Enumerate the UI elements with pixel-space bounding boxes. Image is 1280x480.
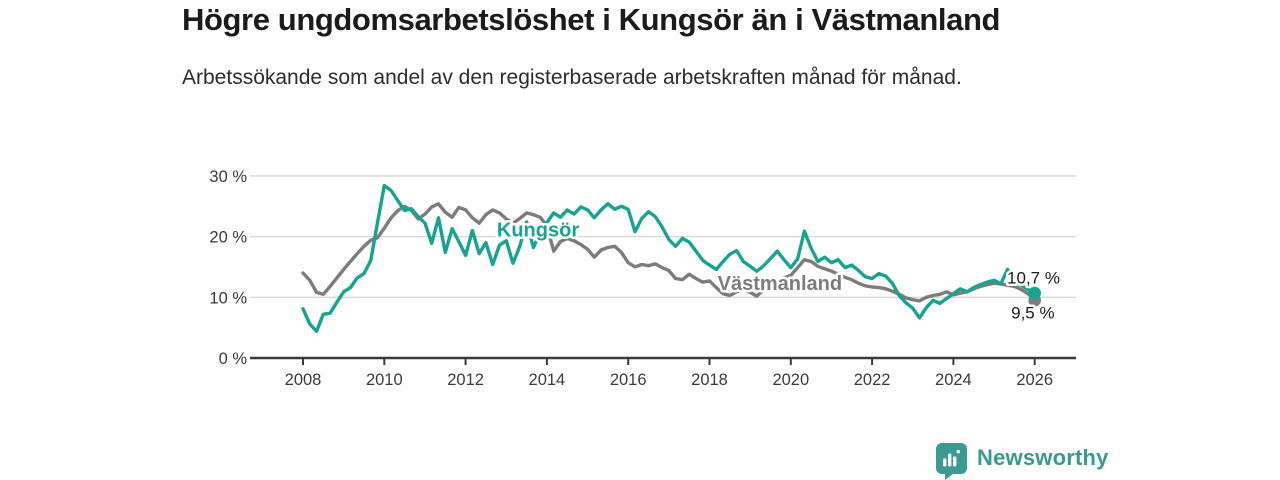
x-tick-label-2014: 2014	[529, 371, 566, 389]
page-title: Högre ungdomsarbetslöshet i Kungsör än i…	[182, 2, 1001, 37]
x-tick-label-2020: 2020	[772, 371, 809, 389]
series-line-vastmanland	[301, 202, 1037, 303]
newsworthy-logo-icon	[934, 442, 968, 480]
newsworthy-brand-text: Newsworthy	[977, 445, 1109, 470]
x-tick-label-2026: 2026	[1016, 371, 1053, 389]
x-tick-label-2022: 2022	[854, 371, 891, 389]
x-tick-label-2018: 2018	[691, 371, 728, 389]
y-tick-label-10: 10 %	[209, 289, 247, 307]
chart-subtitle: Arbetssökande som andel av den registerb…	[182, 66, 962, 89]
kungsor-end-value: 10,7 %	[1007, 268, 1060, 287]
x-tick-label-2010: 2010	[366, 371, 403, 389]
x-tick-label-2012: 2012	[447, 371, 484, 389]
newsworthy-logo: Newsworthy	[934, 442, 1109, 480]
y-tick-label-20: 20 %	[209, 229, 247, 247]
vastmanland-end-value: 9,5 %	[1011, 304, 1054, 323]
x-tick-label-2008: 2008	[285, 371, 322, 389]
series-end-dot-kungsor	[1028, 286, 1042, 300]
kungsor-series-label: Kungsör	[497, 220, 579, 242]
y-tick-label-0: 0 %	[219, 350, 248, 368]
series-line-kungsor	[301, 183, 1037, 333]
y-tick-label-30: 30 %	[209, 168, 247, 186]
vastmanland-series-label: Västmanland	[718, 273, 842, 295]
x-tick-label-2016: 2016	[610, 371, 647, 389]
x-tick-label-2024: 2024	[935, 371, 972, 389]
